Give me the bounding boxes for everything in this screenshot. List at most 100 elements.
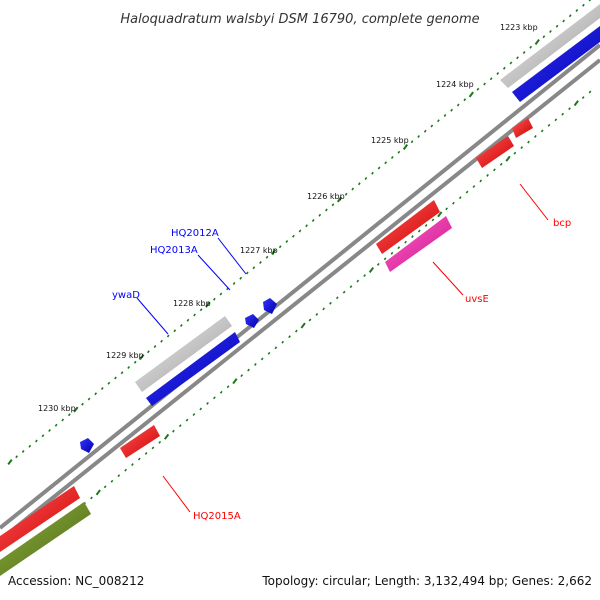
topology-label: Topology: circular; Length: 3,132,494 bp… <box>261 574 592 588</box>
minor-tick <box>502 66 506 70</box>
major-tick <box>163 433 170 440</box>
gene-HQ2015A-arrow[interactable] <box>120 425 160 458</box>
minor-tick <box>486 173 489 177</box>
minor-tick <box>335 296 339 300</box>
minor-tick <box>219 390 223 394</box>
minor-tick <box>575 9 579 12</box>
minor-tick <box>15 455 18 459</box>
gene-label-bcp[interactable]: bcp <box>553 218 571 229</box>
kbp-label: 1230 kbp <box>38 404 76 413</box>
minor-tick <box>450 108 453 112</box>
gene-uvsE-red-arrow[interactable] <box>376 200 440 254</box>
minor-tick <box>549 30 552 33</box>
minor-tick <box>100 387 104 390</box>
minor-tick <box>172 429 175 433</box>
minor-tick <box>325 208 328 212</box>
minor-tick <box>522 51 526 54</box>
kbp-label: 1224 kbp <box>436 80 474 89</box>
kbp-label: 1225 kbp <box>371 136 409 145</box>
minor-tick <box>278 245 282 249</box>
minor-tick <box>390 156 394 159</box>
minor-tick <box>363 274 366 277</box>
minor-tick <box>516 56 519 60</box>
minor-tick <box>153 345 157 348</box>
minor-tick <box>562 19 565 23</box>
minor-tick <box>281 340 285 344</box>
gene-HQ2013A-arrow[interactable] <box>245 314 259 328</box>
gene-bcp-arrow-2[interactable] <box>512 118 533 138</box>
minor-tick <box>424 224 428 227</box>
minor-tick <box>133 360 137 364</box>
minor-tick <box>357 182 361 186</box>
minor-tick <box>158 440 162 444</box>
minor-tick <box>298 229 302 233</box>
minor-tick <box>568 14 572 18</box>
minor-tick <box>509 61 513 65</box>
minor-tick <box>520 146 524 150</box>
minor-tick <box>561 112 565 116</box>
minor-tick <box>166 334 170 338</box>
minor-tick <box>476 87 480 91</box>
major-tick <box>402 144 409 150</box>
outer-scale-ticks <box>7 0 591 465</box>
minor-tick <box>351 187 355 191</box>
minor-tick <box>151 446 155 450</box>
minor-tick <box>540 129 544 133</box>
minor-tick <box>107 381 111 385</box>
kbp-label: 1223 kbp <box>500 23 538 32</box>
gene-label-HQ2015A[interactable]: HQ2015A <box>193 511 241 522</box>
minor-tick <box>67 413 71 417</box>
minor-tick <box>186 318 190 322</box>
major-tick <box>205 301 211 308</box>
minor-tick <box>527 140 530 144</box>
minor-tick <box>199 308 203 312</box>
minor-tick <box>117 474 121 478</box>
minor-tick <box>120 371 124 375</box>
minor-tick <box>581 96 585 100</box>
minor-tick <box>260 357 264 361</box>
gene-uvsE-pink-bar[interactable] <box>385 216 452 272</box>
major-tick <box>368 266 375 273</box>
minor-tick <box>240 374 244 378</box>
minor-tick <box>588 0 591 2</box>
kbp-label: 1226 kbp <box>307 192 345 201</box>
minor-tick <box>94 392 98 396</box>
minor-tick <box>114 376 117 380</box>
minor-tick <box>397 150 401 154</box>
gene-label-ywaD[interactable]: ywaD <box>112 290 140 301</box>
kbp-label: 1227 kbp <box>240 246 278 255</box>
major-tick <box>73 406 79 413</box>
minor-tick <box>239 276 243 280</box>
minor-tick <box>513 151 517 155</box>
minor-tick <box>137 457 141 461</box>
gene-HQ2012A-arrow[interactable] <box>263 298 277 314</box>
minor-tick <box>147 350 150 354</box>
gene-ywaD-arrow[interactable] <box>80 438 94 453</box>
minor-tick <box>274 346 278 350</box>
minor-tick <box>199 407 203 411</box>
minor-tick <box>160 339 163 343</box>
minor-tick <box>206 401 209 405</box>
minor-tick <box>384 161 388 165</box>
gene-label-HQ2013A[interactable]: HQ2013A <box>150 245 198 256</box>
minor-tick <box>417 229 421 233</box>
minor-tick <box>489 77 493 81</box>
gene-label-uvsE[interactable]: uvsE <box>465 294 489 305</box>
minor-tick <box>247 368 250 372</box>
minor-tick <box>376 262 380 266</box>
minor-tick <box>383 257 387 261</box>
major-tick <box>232 378 238 385</box>
gene-label-HQ2012A[interactable]: HQ2012A <box>171 228 219 239</box>
gene-bcp-arrow-1[interactable] <box>476 136 514 168</box>
minor-tick <box>193 313 196 317</box>
minor-tick <box>212 297 216 301</box>
minor-tick <box>344 192 348 196</box>
minor-tick <box>542 35 546 39</box>
minor-tick <box>178 424 182 428</box>
feature-blue-upper <box>512 26 600 102</box>
minor-tick <box>342 290 346 294</box>
minor-tick <box>423 129 427 133</box>
minor-tick <box>483 82 486 86</box>
minor-tick <box>180 324 183 327</box>
